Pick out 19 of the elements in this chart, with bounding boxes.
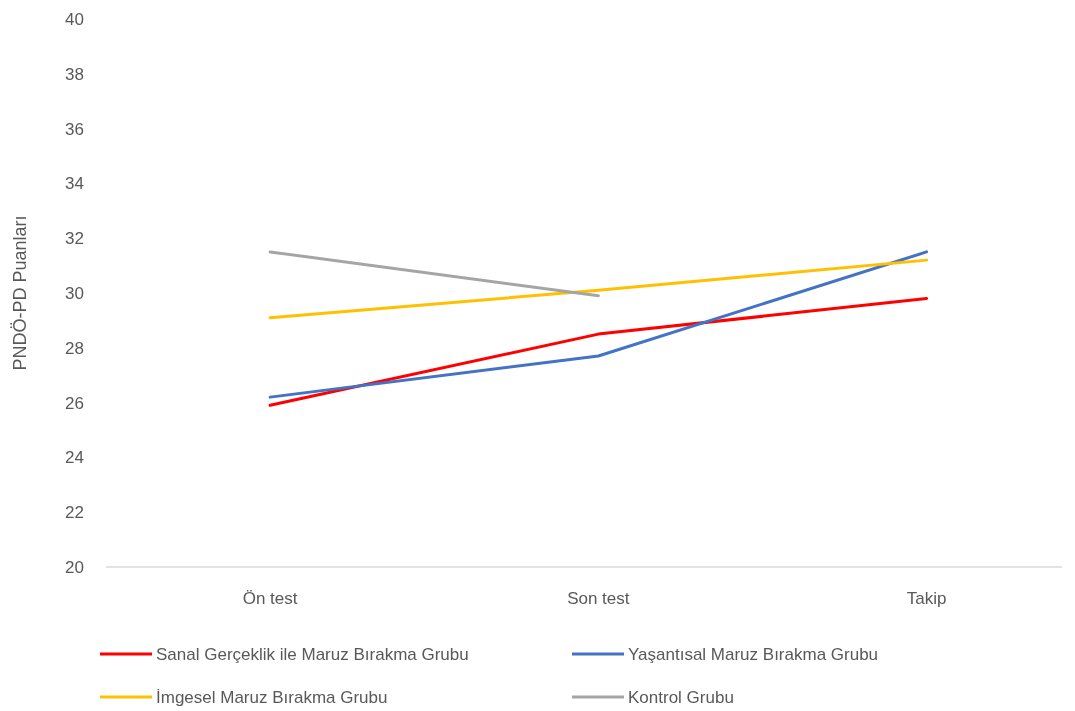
legend-label: Kontrol Grubu [628,687,734,707]
x-tick-label: Takip [906,589,947,608]
y-tick-label: 26 [65,393,84,413]
y-tick-label: 36 [65,119,84,139]
y-tick-label: 24 [65,448,84,468]
y-tick-label: 30 [65,283,84,303]
y-tick-label: 22 [65,503,84,523]
x-tick-label: Son test [567,589,630,608]
y-tick-label: 40 [65,9,84,29]
legend-label: İmgesel Maruz Bırakma Grubu [156,687,388,707]
y-tick-label: 20 [65,557,84,577]
x-tick-label: Ön test [242,589,298,608]
y-axis-title: PNDÖ-PD Puanları [10,215,30,371]
y-tick-label: 28 [65,338,84,358]
y-tick-label: 38 [65,64,84,84]
y-tick-label: 32 [65,229,84,249]
legend-label: Yaşantısal Maruz Bırakma Grubu [628,644,879,664]
y-tick-label: 34 [65,174,84,194]
legend-label: Sanal Gerçeklik ile Maruz Bırakma Grubu [156,644,469,664]
